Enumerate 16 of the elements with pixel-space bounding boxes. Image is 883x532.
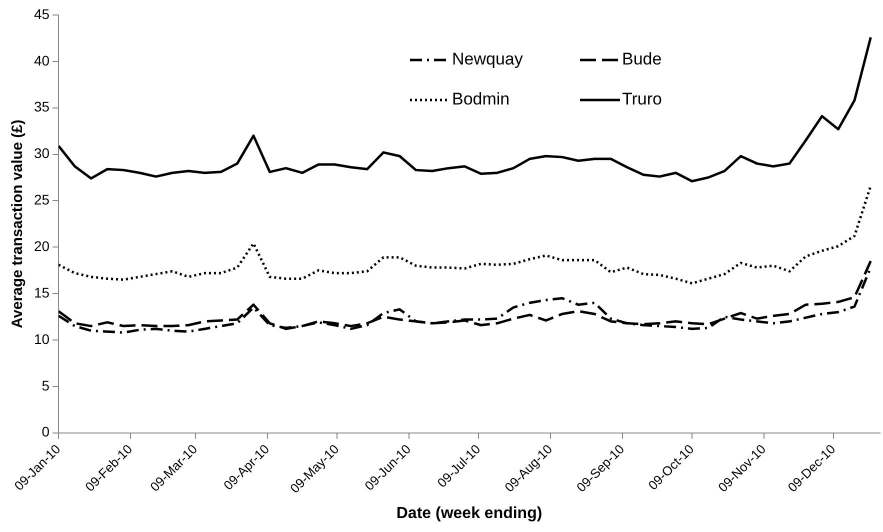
y-tick-label: 40 (34, 52, 50, 68)
legend-label: Newquay (452, 50, 524, 69)
legend-label: Bodmin (452, 90, 510, 109)
y-tick-label: 15 (34, 284, 50, 300)
y-tick-label: 45 (34, 6, 50, 22)
y-tick-label: 0 (42, 424, 50, 440)
y-tick-label: 10 (34, 330, 50, 347)
y-tick-label: 5 (42, 377, 50, 394)
y-tick-label: 35 (34, 98, 50, 115)
y-tick-label: 25 (34, 192, 50, 208)
y-axis-title: Average transaction value (£) (9, 120, 26, 328)
legend-label: Bude (622, 50, 662, 69)
legend-label: Truro (622, 90, 662, 109)
y-tick-label: 30 (34, 145, 50, 162)
x-axis-title: Date (week ending) (396, 504, 542, 522)
y-tick-label: 20 (34, 238, 50, 254)
